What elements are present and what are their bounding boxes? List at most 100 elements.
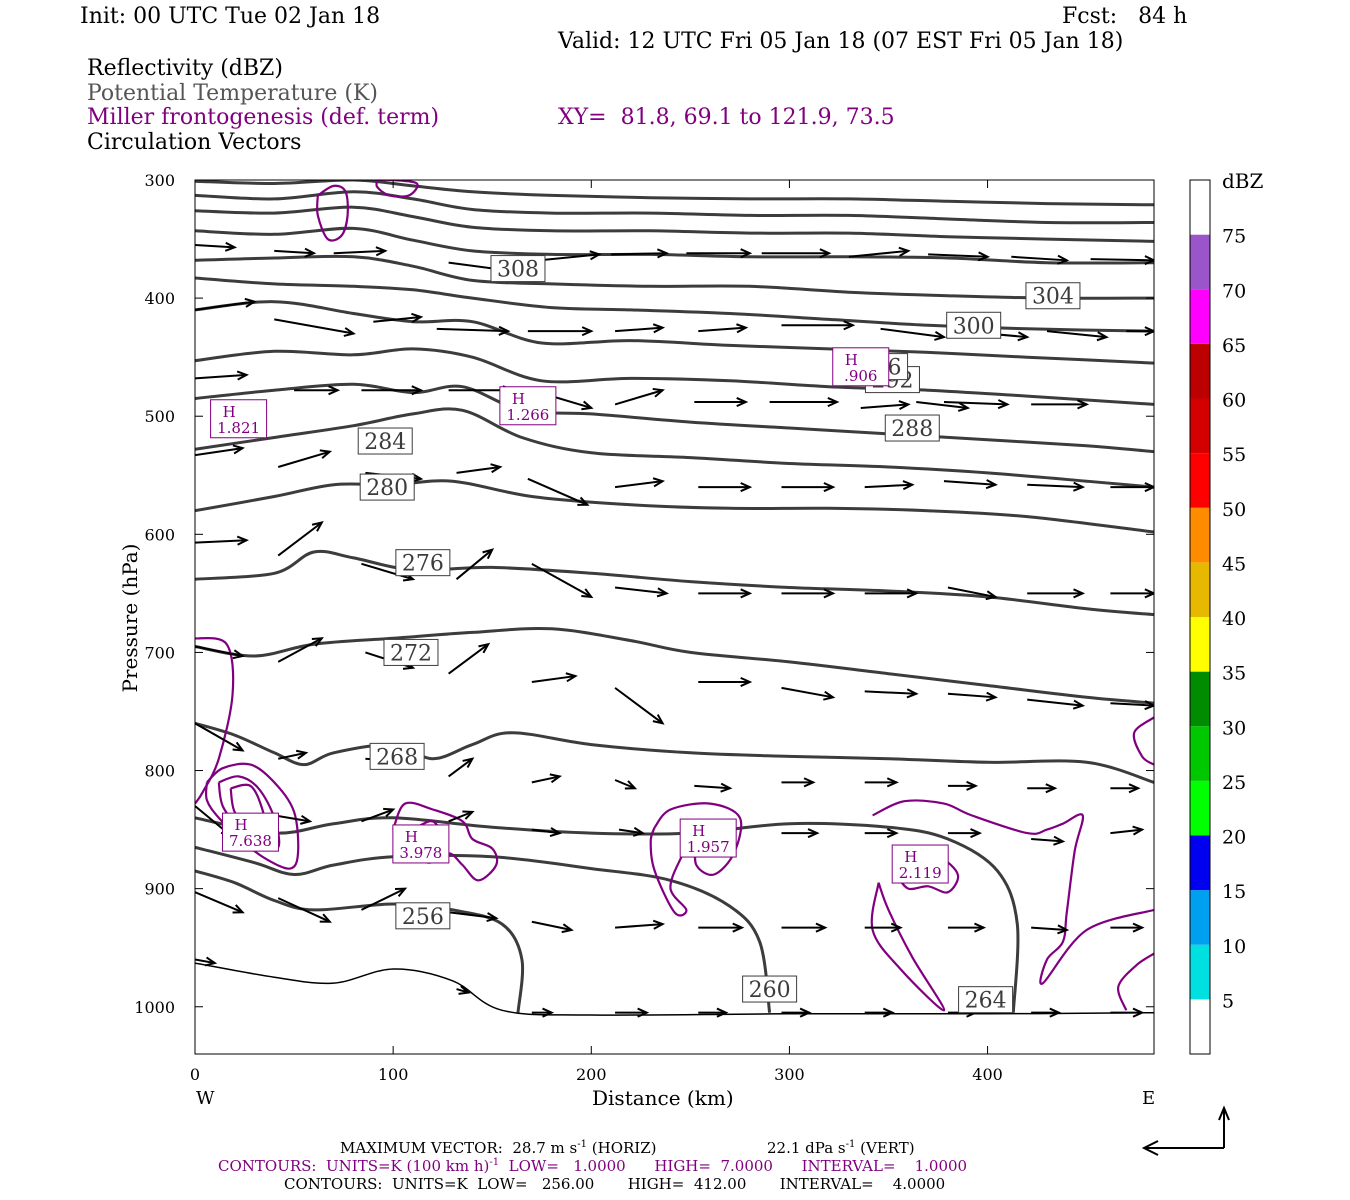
circulation-vector: [947, 780, 979, 791]
colorbar-level-label: 5: [1222, 990, 1234, 1012]
circulation-vector: [1027, 698, 1086, 710]
circulation-vector: [1126, 326, 1154, 337]
max-value: 7.638: [229, 832, 272, 850]
x-axis-west-label: W: [196, 1088, 215, 1109]
contours-frontogenesis-units: CONTOURS: UNITS=K (100 km h): [218, 1157, 490, 1175]
circulation-vector: [360, 887, 408, 911]
circulation-vector: [698, 482, 753, 493]
colorbar-swatch: [1190, 562, 1210, 617]
colorbar-level-label: 15: [1222, 881, 1246, 903]
circulation-vector: [195, 297, 257, 311]
circulation-vector: [947, 922, 987, 933]
frontogenesis-max: H1.957: [679, 818, 737, 858]
frontogenesis-contour: [1132, 716, 1154, 766]
y-tick-label: 600: [144, 525, 175, 544]
frontogenesis-max: H3.978: [392, 824, 450, 864]
colorbar-swatch: [1190, 234, 1210, 290]
circulation-vector: [361, 385, 424, 396]
x-tick-label: 0: [190, 1065, 200, 1084]
circulation-vector: [769, 397, 840, 408]
circulation-vector: [455, 548, 495, 580]
circulation-vector: [864, 480, 915, 491]
max-value: 2.119: [899, 864, 942, 882]
init-time: Init: 00 UTC Tue 02 Jan 18: [80, 4, 381, 29]
circulation-vector: [781, 482, 836, 493]
colorbar-unit: dBZ: [1222, 169, 1264, 193]
theta-label-272: 272: [383, 638, 439, 666]
max-value: 1.957: [687, 838, 730, 856]
circulation-vector: [448, 757, 475, 778]
circulation-vector: [614, 919, 666, 930]
circulation-vector: [781, 828, 820, 839]
theta-contour-296: [195, 300, 1154, 365]
colorbar-level-label: 20: [1222, 827, 1246, 849]
circulation-vector: [277, 637, 324, 663]
colorbar-swatch: [1190, 398, 1210, 454]
frontogenesis-contour: [872, 799, 1154, 985]
theta-label-300: 300: [946, 311, 1002, 339]
x-tick-label: 400: [972, 1065, 1003, 1084]
circulation-vector: [277, 521, 324, 557]
circulation-vector: [694, 782, 733, 793]
circulation-vector: [456, 985, 471, 995]
y-tick-label: 800: [144, 762, 175, 781]
circulation-vector: [277, 897, 332, 923]
max-value: 1.821: [217, 419, 260, 437]
colorbar-level-label: 25: [1222, 772, 1246, 794]
circulation-vector: [195, 370, 249, 381]
frontogenesis-max: H1.821: [210, 399, 268, 439]
theta-contour-272: [195, 627, 1154, 705]
circulation-vector: [698, 922, 745, 933]
circulation-vector: [781, 320, 856, 331]
circulation-vector: [531, 562, 594, 599]
circulation-vector: [614, 779, 638, 790]
circulation-vector: [618, 826, 646, 837]
circulation-vector: [195, 241, 238, 252]
theta-label-260: 260: [742, 975, 798, 1003]
colorbar-swatch: [1190, 944, 1210, 1000]
circulation-vector: [278, 749, 309, 760]
circulation-vector: [614, 323, 666, 334]
circulation-vector: [1110, 700, 1154, 711]
circulation-vector: [195, 722, 245, 752]
max-marker: H: [845, 351, 858, 369]
circulation-vector: [1110, 922, 1145, 933]
frontogenesis-contour: [204, 762, 300, 870]
theta-contour-312: [195, 205, 1154, 243]
colorbar-swatch: [1190, 890, 1210, 945]
colorbar-swatch: [1190, 999, 1210, 1054]
circulation-vector: [1090, 255, 1154, 266]
circulation-vector: [274, 318, 356, 337]
theta-contour-292: [195, 347, 1154, 406]
colorbar-level-label: 65: [1222, 335, 1246, 357]
max-vector-line: MAXIMUM VECTOR: 28.7 m s-1 (HORIZ): [340, 1140, 657, 1156]
circulation-vector: [448, 911, 499, 923]
colorbar-swatch: [1190, 726, 1210, 781]
frontogenesis-contour: [870, 882, 946, 1012]
circulation-vector: [916, 401, 971, 412]
circulation-vector: [614, 687, 665, 725]
frontogenesis-contour: [195, 637, 235, 805]
colorbar-swatch: [1190, 780, 1210, 836]
theta-contour-280: [195, 479, 1154, 534]
circulation-vector: [698, 676, 753, 687]
theta-label-308: 308: [490, 255, 546, 283]
svg-text:276: 276: [402, 552, 444, 577]
colorbar-level-label: 45: [1222, 553, 1246, 575]
circulation-vector: [698, 323, 749, 334]
theta-contour-256: [195, 869, 525, 1013]
colorbar-level-label: 60: [1222, 390, 1246, 412]
colorbar-swatch: [1190, 289, 1210, 344]
colorbar-swatch: [1190, 343, 1210, 399]
circulation-vector: [361, 807, 396, 823]
colorbar-level-label: 30: [1222, 717, 1246, 739]
circulation-vector: [615, 1007, 650, 1018]
circulation-vector: [1031, 924, 1070, 935]
svg-text:260: 260: [749, 978, 791, 1003]
theta-contour-260: [195, 845, 772, 1013]
svg-text:256: 256: [402, 905, 444, 930]
circulation-vector: [880, 327, 947, 341]
circulation-vector: [333, 246, 388, 257]
circulation-vector: [864, 922, 903, 933]
theta-contour-276: [195, 549, 1154, 617]
